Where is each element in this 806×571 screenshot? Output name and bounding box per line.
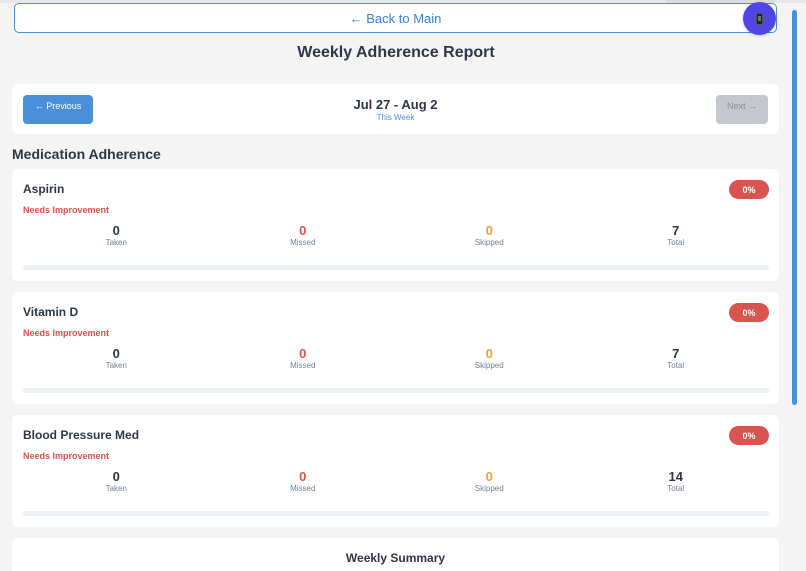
skipped-count: 0 xyxy=(485,469,493,484)
adherence-progress-bar xyxy=(23,265,769,270)
missed-count: 0 xyxy=(299,346,307,361)
vertical-scrollbar[interactable] xyxy=(792,10,797,405)
stat-skipped: 0 Skipped xyxy=(396,469,583,497)
adherence-status: Needs Improvement xyxy=(23,205,110,215)
dose-stats: 0 Taken 0 Missed 0 Skipped 14 Total xyxy=(23,469,769,497)
taken-label: Taken xyxy=(105,361,127,370)
taken-count: 0 xyxy=(112,346,120,361)
total-label: Total xyxy=(667,361,685,370)
mobile-phone-icon xyxy=(756,12,763,25)
medication-name: Vitamin D xyxy=(23,305,79,319)
medication-card: Aspirin Needs Improvement 0% 0 Taken 0 M… xyxy=(12,169,779,281)
total-count: 14 xyxy=(668,469,683,484)
stat-missed: 0 Missed xyxy=(210,223,397,251)
adherence-progress-bar xyxy=(23,388,769,393)
skipped-label: Skipped xyxy=(474,484,504,493)
total-label: Total xyxy=(667,238,685,247)
dose-stats: 0 Taken 0 Missed 0 Skipped 7 Total xyxy=(23,346,769,374)
stat-skipped: 0 Skipped xyxy=(396,223,583,251)
next-week-button[interactable]: Next → xyxy=(716,95,768,124)
missed-label: Missed xyxy=(290,484,316,493)
week-subtitle: This Week xyxy=(376,113,415,122)
back-to-main-button[interactable]: ← Back to Main xyxy=(14,3,777,33)
taken-label: Taken xyxy=(105,484,127,493)
section-title: Medication Adherence xyxy=(12,146,161,162)
total-label: Total xyxy=(667,484,685,493)
skipped-label: Skipped xyxy=(474,361,504,370)
total-count: 7 xyxy=(672,223,680,238)
stat-total: 14 Total xyxy=(583,469,770,497)
stat-skipped: 0 Skipped xyxy=(396,346,583,374)
missed-label: Missed xyxy=(290,238,316,247)
adherence-progress-bar xyxy=(23,511,769,516)
previous-week-button[interactable]: ← Previous xyxy=(23,95,93,124)
weekly-summary-title: Weekly Summary xyxy=(345,551,446,565)
window-top-edge xyxy=(0,0,806,3)
missed-count: 0 xyxy=(299,469,307,484)
medication-card: Vitamin D Needs Improvement 0% 0 Taken 0… xyxy=(12,292,779,404)
dose-stats: 0 Taken 0 Missed 0 Skipped 7 Total xyxy=(23,223,769,251)
stat-taken: 0 Taken xyxy=(23,469,210,497)
adherence-status: Needs Improvement xyxy=(23,451,110,461)
adherence-percent-badge: 0% xyxy=(729,303,769,322)
medication-name: Blood Pressure Med xyxy=(23,428,140,442)
medication-card: Blood Pressure Med Needs Improvement 0% … xyxy=(12,415,779,527)
stat-total: 7 Total xyxy=(583,223,770,251)
window-handle xyxy=(666,0,776,3)
stat-total: 7 Total xyxy=(583,346,770,374)
weekly-summary-card: Weekly Summary xyxy=(12,538,779,571)
week-range: Jul 27 - Aug 2 xyxy=(353,97,438,112)
stat-missed: 0 Missed xyxy=(210,346,397,374)
missed-label: Missed xyxy=(290,361,316,370)
medication-name: Aspirin xyxy=(23,182,65,196)
adherence-percent-badge: 0% xyxy=(729,180,769,199)
week-navigation: ← Previous Jul 27 - Aug 2 This Week Next… xyxy=(12,84,779,134)
page-title: Weekly Adherence Report xyxy=(297,44,495,61)
stat-missed: 0 Missed xyxy=(210,469,397,497)
stat-taken: 0 Taken xyxy=(23,223,210,251)
stat-taken: 0 Taken xyxy=(23,346,210,374)
taken-count: 0 xyxy=(112,223,120,238)
adherence-percent-badge: 0% xyxy=(729,426,769,445)
skipped-count: 0 xyxy=(485,346,493,361)
taken-count: 0 xyxy=(112,469,120,484)
adherence-status: Needs Improvement xyxy=(23,328,110,338)
skipped-count: 0 xyxy=(485,223,493,238)
total-count: 7 xyxy=(672,346,680,361)
taken-label: Taken xyxy=(105,238,127,247)
skipped-label: Skipped xyxy=(474,238,504,247)
missed-count: 0 xyxy=(299,223,307,238)
floating-device-button[interactable] xyxy=(743,2,776,35)
